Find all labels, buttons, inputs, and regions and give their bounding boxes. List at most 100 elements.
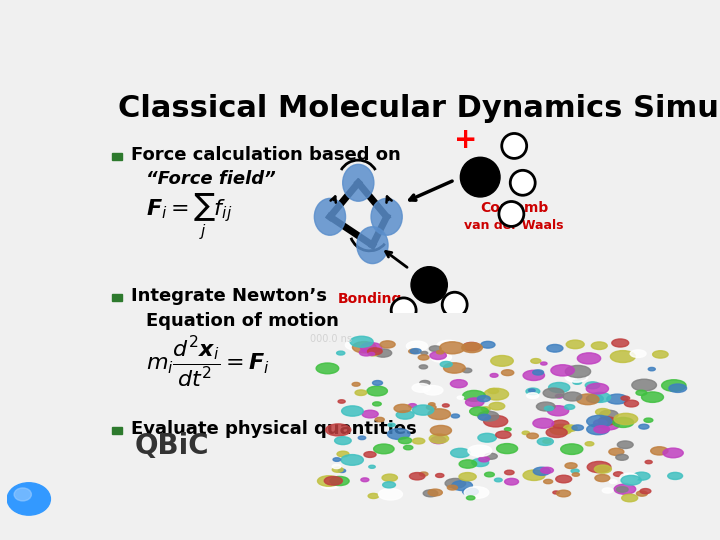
Circle shape — [462, 368, 472, 373]
Circle shape — [544, 406, 554, 410]
Circle shape — [632, 379, 657, 391]
Circle shape — [413, 438, 425, 444]
Circle shape — [527, 393, 539, 399]
Circle shape — [485, 453, 498, 460]
Circle shape — [421, 352, 428, 355]
Circle shape — [600, 410, 618, 419]
Circle shape — [338, 400, 345, 403]
Circle shape — [466, 398, 484, 407]
Circle shape — [526, 388, 540, 395]
Circle shape — [533, 418, 554, 428]
Circle shape — [630, 350, 646, 357]
Circle shape — [491, 355, 513, 366]
Circle shape — [662, 380, 686, 392]
Circle shape — [543, 388, 564, 398]
Circle shape — [451, 414, 459, 418]
FancyBboxPatch shape — [112, 427, 122, 435]
Circle shape — [586, 395, 603, 403]
Circle shape — [489, 402, 505, 410]
Circle shape — [478, 411, 499, 421]
Circle shape — [451, 380, 467, 388]
Text: Force calculation based on: Force calculation based on — [131, 146, 400, 164]
Ellipse shape — [371, 198, 402, 235]
Circle shape — [359, 349, 373, 356]
Circle shape — [346, 340, 366, 350]
Circle shape — [572, 425, 583, 430]
Circle shape — [464, 487, 489, 498]
Text: Coulomb: Coulomb — [480, 201, 549, 215]
Circle shape — [598, 417, 616, 425]
Circle shape — [586, 383, 608, 394]
Circle shape — [14, 488, 32, 501]
Circle shape — [429, 434, 449, 443]
Circle shape — [612, 339, 629, 347]
Circle shape — [577, 353, 600, 364]
Circle shape — [436, 474, 444, 477]
Circle shape — [352, 382, 360, 386]
Circle shape — [510, 170, 535, 195]
Circle shape — [669, 384, 687, 393]
Circle shape — [388, 423, 395, 427]
Text: Equation of motion: Equation of motion — [145, 312, 338, 329]
Circle shape — [607, 394, 628, 404]
Circle shape — [409, 349, 418, 354]
Circle shape — [406, 341, 428, 351]
Circle shape — [462, 488, 478, 495]
Circle shape — [428, 409, 451, 420]
Circle shape — [459, 460, 477, 468]
Circle shape — [613, 472, 624, 476]
Circle shape — [341, 455, 364, 465]
Circle shape — [547, 406, 569, 416]
Circle shape — [602, 488, 613, 493]
Text: “Force field”: “Force field” — [145, 170, 276, 188]
Circle shape — [375, 417, 384, 422]
Circle shape — [652, 350, 668, 358]
Circle shape — [364, 451, 376, 457]
Text: Classical Molecular Dynamics Simulations: Classical Molecular Dynamics Simulations — [118, 94, 720, 123]
Circle shape — [621, 475, 642, 485]
Circle shape — [614, 413, 638, 424]
Circle shape — [531, 359, 541, 363]
Circle shape — [330, 476, 349, 485]
Circle shape — [431, 352, 451, 362]
Circle shape — [587, 415, 612, 427]
Circle shape — [325, 424, 351, 436]
Circle shape — [611, 350, 635, 362]
Circle shape — [369, 352, 378, 356]
Circle shape — [468, 445, 492, 456]
Circle shape — [577, 376, 585, 380]
Circle shape — [577, 394, 599, 404]
Circle shape — [431, 426, 451, 436]
Circle shape — [338, 469, 346, 472]
Circle shape — [556, 475, 572, 483]
Circle shape — [369, 465, 375, 468]
Circle shape — [394, 404, 411, 413]
Circle shape — [469, 407, 488, 416]
Circle shape — [444, 363, 465, 373]
Circle shape — [372, 381, 382, 386]
Circle shape — [571, 469, 579, 473]
Circle shape — [472, 458, 489, 467]
Circle shape — [537, 438, 554, 446]
Circle shape — [362, 410, 378, 418]
Circle shape — [398, 437, 412, 444]
Circle shape — [484, 388, 508, 400]
Circle shape — [594, 426, 609, 433]
FancyBboxPatch shape — [112, 294, 122, 301]
Ellipse shape — [343, 164, 374, 201]
Circle shape — [436, 350, 444, 354]
Circle shape — [564, 425, 577, 431]
Circle shape — [651, 447, 668, 455]
Circle shape — [391, 298, 416, 323]
Circle shape — [565, 366, 590, 377]
Circle shape — [555, 394, 564, 398]
Circle shape — [332, 467, 343, 472]
Circle shape — [368, 353, 374, 355]
Circle shape — [505, 470, 514, 475]
Circle shape — [598, 420, 619, 430]
Circle shape — [549, 382, 570, 393]
Circle shape — [467, 496, 475, 500]
Circle shape — [616, 454, 629, 460]
Circle shape — [588, 461, 611, 472]
Circle shape — [572, 380, 582, 384]
